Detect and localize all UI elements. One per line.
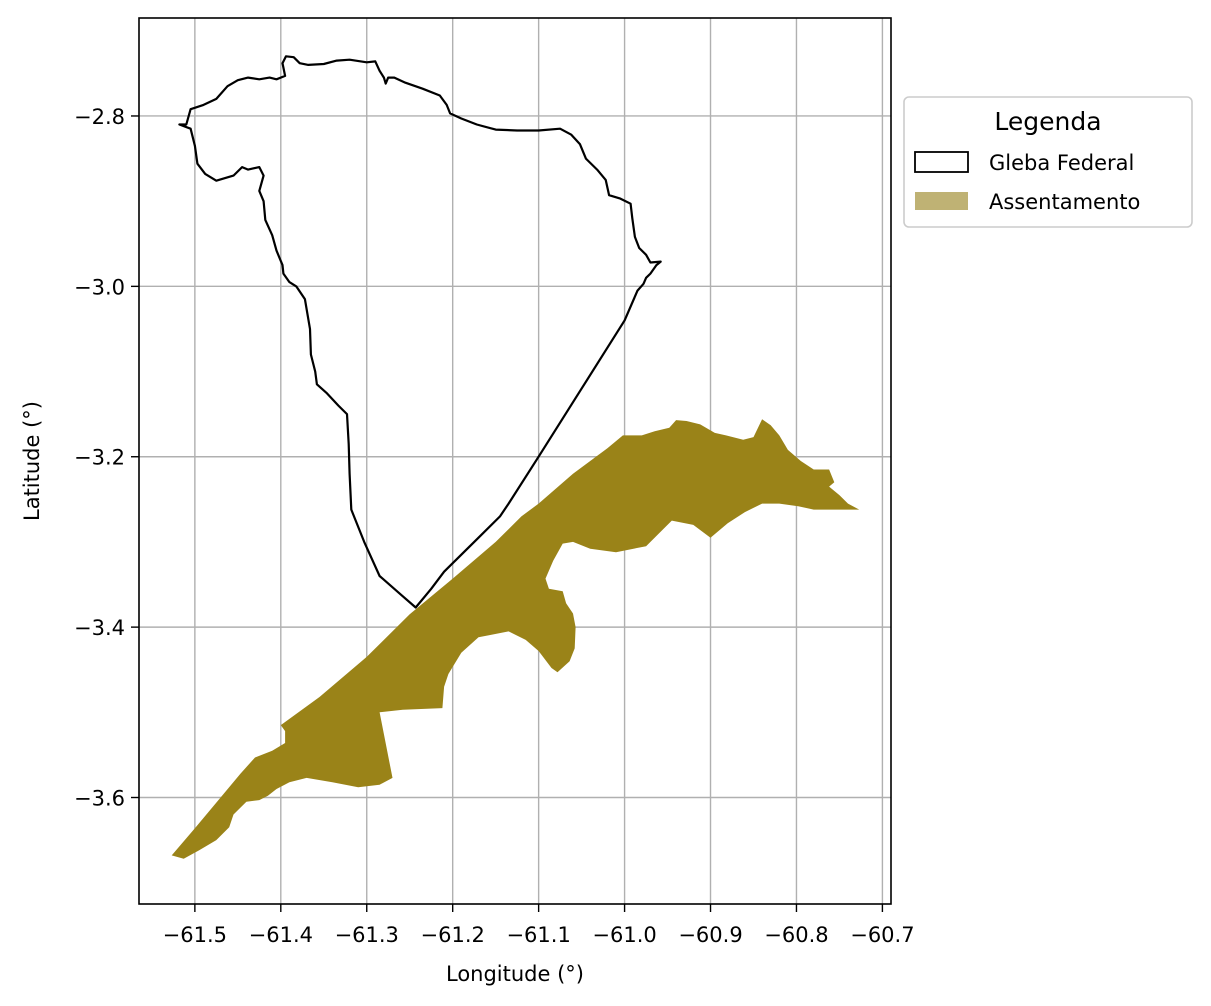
assentamento-polygon <box>171 419 860 859</box>
y-tick-label: −2.8 <box>74 105 125 129</box>
x-tick-label: −60.8 <box>764 923 828 947</box>
legend-box <box>903 96 1193 228</box>
legend-swatch-gleba-federal <box>914 151 969 173</box>
x-tick-label: −61.1 <box>506 923 570 947</box>
y-axis-label: Latitude (°) <box>20 401 44 521</box>
grid-lines <box>139 18 891 904</box>
x-tick-label: −61.0 <box>592 923 656 947</box>
x-tick-label: −61.4 <box>249 923 313 947</box>
legend-label-gleba-federal: Gleba Federal <box>989 151 1134 175</box>
gleba-federal-outline <box>178 55 662 609</box>
y-axis-ticks: −2.8 −3.0 −3.2 −3.4 −3.6 <box>74 105 139 811</box>
x-axis-label: Longitude (°) <box>446 962 584 986</box>
y-tick-label: −3.0 <box>74 275 125 299</box>
y-tick-label: −3.6 <box>74 787 125 811</box>
y-tick-label: −3.2 <box>74 446 125 470</box>
legend: Legenda Gleba Federal Assentamento <box>903 96 1193 228</box>
x-tick-label: −60.7 <box>850 923 914 947</box>
y-tick-label: −3.4 <box>74 616 125 640</box>
x-tick-label: −61.5 <box>163 923 227 947</box>
legend-title: Legenda <box>994 107 1101 136</box>
legend-swatch-assentamento <box>915 192 968 210</box>
x-tick-label: −61.2 <box>421 923 485 947</box>
x-axis-ticks: −61.5 −61.4 −61.3 −61.2 −61.1 −61.0 −60.9 −60.8… <box>163 904 915 947</box>
legend-label-assentamento: Assentamento <box>989 190 1140 214</box>
x-tick-label: −61.3 <box>335 923 399 947</box>
plot-frame <box>138 17 892 905</box>
x-tick-label: −60.9 <box>678 923 742 947</box>
